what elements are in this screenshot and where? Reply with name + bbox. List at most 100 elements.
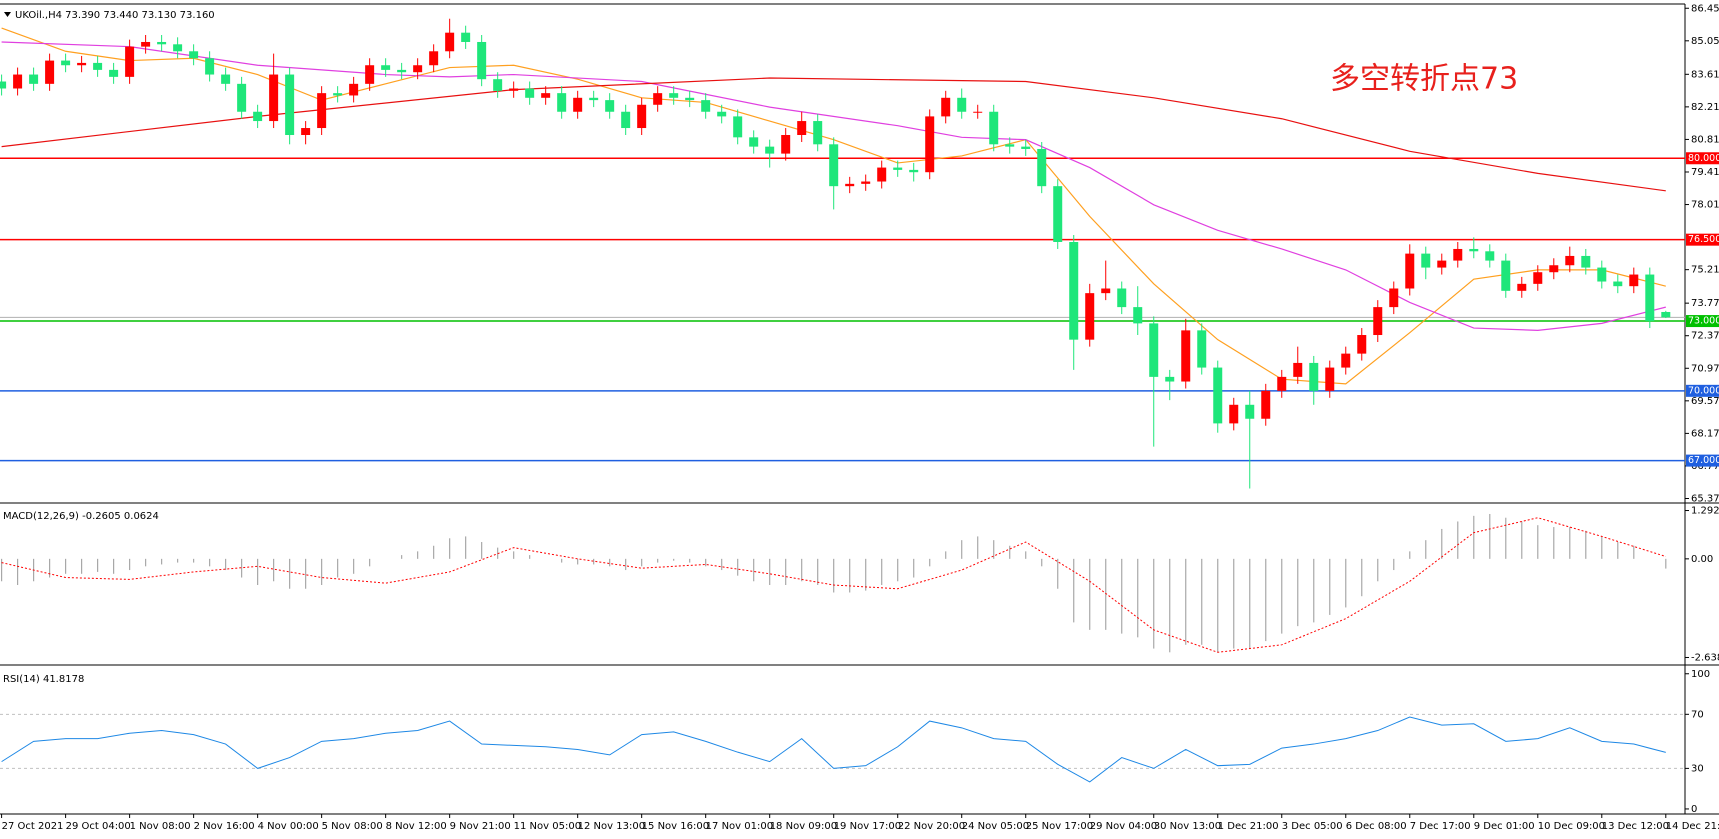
- candle-body: [1581, 255, 1591, 268]
- x-tick-label: 6 Dec 08:00: [1346, 821, 1407, 832]
- x-tick-label: 5 Nov 08:00: [322, 821, 383, 832]
- candle-body: [205, 58, 215, 75]
- candle-body: [1101, 288, 1111, 294]
- candle-body: [381, 65, 391, 70]
- candle-body: [1597, 267, 1607, 282]
- candle-body: [1261, 390, 1271, 419]
- candle-body: [397, 69, 407, 73]
- candle-body: [749, 137, 759, 147]
- candle-body: [333, 93, 343, 96]
- candle-body: [733, 116, 743, 138]
- x-tick-label: 4 Nov 00:00: [258, 821, 319, 832]
- candle-body: [1501, 260, 1511, 291]
- candle-body: [717, 111, 727, 117]
- level-label-bg: [1686, 233, 1719, 246]
- candle-body: [1549, 265, 1559, 273]
- candle-body: [989, 111, 999, 145]
- level-label: 80.000: [1688, 153, 1719, 164]
- candle-body: [1213, 367, 1223, 424]
- candle-body: [0, 81, 7, 89]
- level-label-bg: [1686, 454, 1719, 467]
- x-tick-label: 22 Nov 20:00: [898, 821, 965, 832]
- candle-body: [973, 111, 983, 113]
- x-tick-label: 27 Oct 2021: [2, 821, 64, 832]
- candle-body: [1373, 307, 1383, 336]
- candle-body: [1197, 330, 1207, 368]
- y-tick-label: 73.770: [1691, 298, 1719, 309]
- x-tick-label: 8 Nov 12:00: [386, 821, 447, 832]
- candle-body: [1117, 288, 1127, 308]
- x-tick-label: 11 Nov 05:00: [514, 821, 581, 832]
- candle-body: [525, 88, 535, 98]
- candle-body: [1453, 248, 1463, 261]
- y-tick-label: -2.6386: [1691, 652, 1719, 663]
- candle-body: [1437, 260, 1447, 268]
- candle-body: [1149, 323, 1159, 377]
- candle-body: [77, 62, 87, 66]
- y-tick-label: 100: [1691, 669, 1710, 680]
- candle-body: [285, 74, 295, 136]
- candle-body: [1085, 293, 1095, 340]
- y-tick-label: 30: [1691, 763, 1704, 774]
- candle-body: [493, 79, 503, 91]
- y-tick-label: 85.050: [1691, 36, 1719, 47]
- candle-body: [1277, 376, 1287, 391]
- candle-body: [1533, 272, 1543, 284]
- candle-body: [1341, 353, 1351, 368]
- y-tick-label: 70.970: [1691, 363, 1719, 374]
- candle-body: [1181, 330, 1191, 382]
- annotation: 多空转折点73: [1330, 62, 1518, 97]
- y-tick-label: 72.370: [1691, 331, 1719, 342]
- candle-body: [669, 93, 679, 98]
- y-tick-label: 78.010: [1691, 200, 1719, 211]
- y-tick-label: 80.810: [1691, 134, 1719, 145]
- candle-body: [909, 169, 919, 173]
- candle-body: [925, 116, 935, 173]
- level-label: 76.500: [1688, 234, 1719, 245]
- y-tick-label: 83.610: [1691, 69, 1719, 80]
- candle-body: [541, 93, 551, 98]
- candle-body: [1629, 274, 1639, 287]
- level-label: 70.000: [1688, 385, 1719, 396]
- rsi-line: [1, 716, 1666, 783]
- candle-body: [317, 93, 327, 129]
- candle-body: [173, 44, 183, 52]
- level-label-bg: [1686, 384, 1719, 397]
- candle-body: [557, 93, 567, 112]
- y-tick-label: 68.170: [1691, 428, 1719, 439]
- candle-body: [1357, 335, 1367, 354]
- x-tick-label: 17 Nov 01:00: [706, 821, 773, 832]
- moving-average: [1, 77, 1666, 192]
- candle-body: [221, 74, 231, 84]
- x-tick-label: 10 Dec 09:00: [1538, 821, 1605, 832]
- candle-body: [29, 74, 39, 84]
- candle-body: [1469, 248, 1479, 252]
- candle-body: [1565, 255, 1575, 266]
- x-tick-label: 18 Nov 09:00: [770, 821, 837, 832]
- candle-body: [829, 144, 839, 187]
- x-tick-label: 29 Nov 04:00: [1090, 821, 1157, 832]
- rsi-title: RSI(14) 41.8178: [3, 674, 84, 685]
- candle-body: [621, 111, 631, 129]
- candle-body: [1245, 404, 1255, 419]
- candle-body: [1037, 148, 1047, 187]
- candle-body: [429, 51, 439, 66]
- candle-body: [349, 83, 359, 96]
- candle-body: [461, 32, 471, 42]
- candle-body: [893, 167, 903, 170]
- y-tick-label: 86.450: [1691, 3, 1719, 14]
- candle-body: [1661, 311, 1671, 318]
- chart-title: UKOil.,H4 73.390 73.440 73.130 73.160: [15, 10, 215, 21]
- candle-body: [845, 183, 855, 187]
- x-tick-label: 15 Nov 16:00: [642, 821, 709, 832]
- candle-body: [1293, 362, 1303, 377]
- candle-body: [957, 97, 967, 112]
- x-tick-label: 29 Oct 04:00: [66, 821, 131, 832]
- candle-body: [269, 74, 279, 122]
- candle-body: [765, 146, 775, 154]
- dropdown-icon: [4, 12, 11, 17]
- x-tick-label: 24 Nov 05:00: [962, 821, 1029, 832]
- y-tick-label: 0: [1691, 804, 1697, 815]
